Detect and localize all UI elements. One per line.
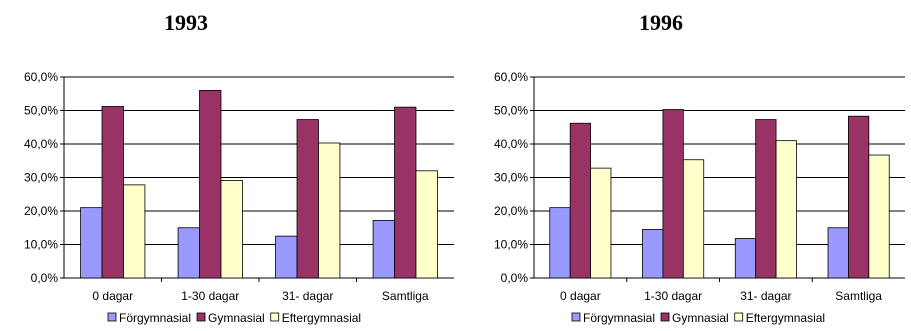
chart-0: 0,0% 10,0% 20,0% 30,0% 40,0% 50,0% 60,0% 0 daga… xyxy=(24,70,454,325)
x-category-label: 31- dagar xyxy=(282,289,333,303)
x-category-label: Samtliga xyxy=(382,289,429,303)
bar-förgymnasial-3 xyxy=(372,219,395,279)
bar-gymnasial-2 xyxy=(755,119,777,279)
y-tick-label: 20,0% xyxy=(24,204,58,218)
bar-eftergymnasial-3 xyxy=(868,154,890,279)
bar-förgymnasial-0 xyxy=(80,207,103,279)
y-tick-label: 50,0% xyxy=(494,104,528,118)
bar-förgymnasial-1 xyxy=(642,229,664,279)
y-tick-label: 30,0% xyxy=(24,171,58,185)
legend-swatch xyxy=(107,312,117,322)
bar-eftergymnasial-0 xyxy=(590,167,612,279)
legend-label: Eftergymnasial xyxy=(746,311,825,325)
bar-förgymnasial-3 xyxy=(827,227,849,279)
legend-label: Gymnasial xyxy=(208,311,265,325)
x-category-label: 1-30 dagar xyxy=(644,289,702,303)
legend-swatch xyxy=(734,312,744,322)
bar-förgymnasial-2 xyxy=(275,235,298,279)
legend-swatch xyxy=(196,312,206,322)
bar-gymnasial-3 xyxy=(848,115,870,279)
bar-gymnasial-2 xyxy=(296,119,319,279)
y-tick-label: 60,0% xyxy=(494,70,528,84)
bar-eftergymnasial-1 xyxy=(682,159,705,279)
legend-swatch xyxy=(571,312,581,322)
y-tick-label: 10,0% xyxy=(494,238,528,252)
bar-gymnasial-3 xyxy=(394,106,417,279)
legend-label: Eftergymnasial xyxy=(282,311,361,325)
y-tick-label: 30,0% xyxy=(494,171,528,185)
bar-förgymnasial-1 xyxy=(177,227,200,279)
y-tick-label: 0,0% xyxy=(31,271,59,285)
legend-label: Gymnasial xyxy=(672,311,729,325)
bar-gymnasial-1 xyxy=(662,109,684,279)
legend-swatch xyxy=(660,312,670,322)
x-category-label: 0 dagar xyxy=(560,289,601,303)
y-tick-label: 50,0% xyxy=(24,104,58,118)
bar-gymnasial-1 xyxy=(199,90,222,279)
x-category-label: 0 dagar xyxy=(92,289,133,303)
x-category-label: 31- dagar xyxy=(740,289,791,303)
bar-eftergymnasial-2 xyxy=(318,142,341,279)
chart-title-1993: 1993 xyxy=(164,10,208,35)
bar-eftergymnasial-1 xyxy=(220,180,243,279)
y-tick-label: 40,0% xyxy=(24,137,58,151)
y-tick-label: 40,0% xyxy=(494,137,528,151)
bar-gymnasial-0 xyxy=(569,122,591,279)
chart-title-1996: 1996 xyxy=(639,10,683,35)
bar-eftergymnasial-0 xyxy=(123,184,146,279)
y-tick-label: 0,0% xyxy=(501,271,529,285)
bar-förgymnasial-2 xyxy=(734,238,757,279)
chart-1: 0,0% 10,0% 20,0% 30,0% 40,0% 50,0% 60,0% 0 daga… xyxy=(494,70,905,325)
bar-förgymnasial-0 xyxy=(549,207,571,279)
bar-eftergymnasial-3 xyxy=(415,170,438,279)
y-tick-label: 20,0% xyxy=(494,204,528,218)
y-tick-label: 60,0% xyxy=(24,70,58,84)
legend-swatch xyxy=(270,312,280,322)
legend-label: Förgymnasial xyxy=(583,311,655,325)
x-category-label: 1-30 dagar xyxy=(181,289,239,303)
x-category-label: Samtliga xyxy=(835,289,882,303)
bar-eftergymnasial-2 xyxy=(775,140,797,279)
y-tick-label: 10,0% xyxy=(24,238,58,252)
legend-label: Förgymnasial xyxy=(119,311,191,325)
bar-gymnasial-0 xyxy=(101,106,124,279)
